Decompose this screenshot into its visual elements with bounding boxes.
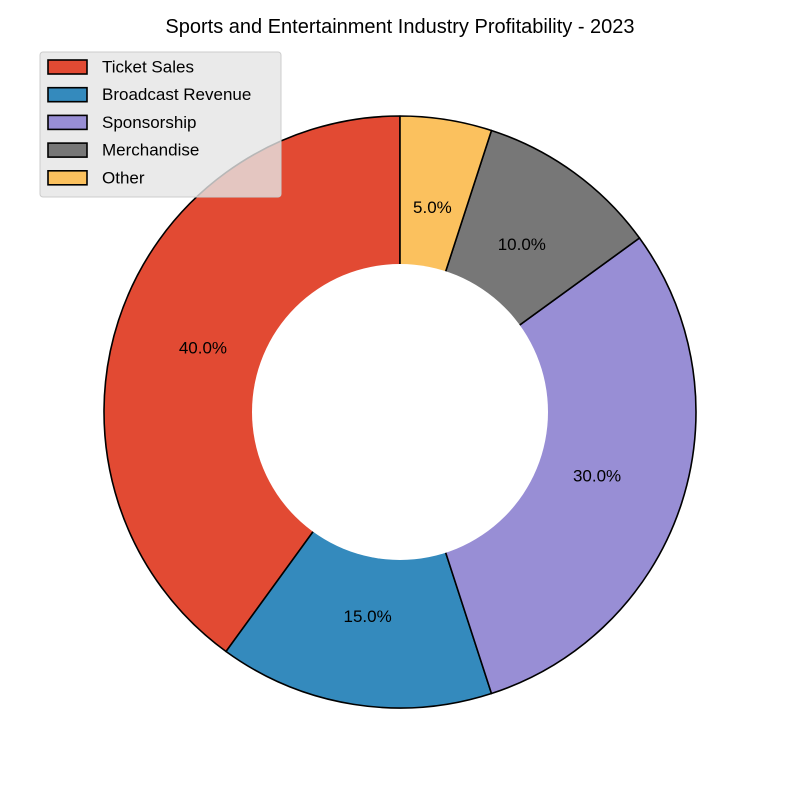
legend-swatch-sponsorship bbox=[47, 114, 88, 131]
slice-label-ticket-sales: 40.0% bbox=[179, 338, 227, 357]
legend-items: Ticket Sales Broadcast Revenue Sponsorship… bbox=[47, 58, 251, 187]
slice-broadcast-revenue bbox=[225, 411, 493, 709]
slices-layer bbox=[103, 115, 697, 709]
slice-label-broadcast-revenue: 15.0% bbox=[343, 607, 391, 626]
legend-label-other: Other bbox=[102, 168, 145, 187]
legend-item-broadcast-revenue: Broadcast Revenue bbox=[47, 85, 251, 104]
slice-ticket-sales bbox=[103, 115, 401, 653]
legend-label-broadcast-revenue: Broadcast Revenue bbox=[102, 85, 251, 104]
legend-swatch-merchandise bbox=[47, 142, 88, 158]
slice-sponsorship bbox=[399, 237, 697, 695]
legend-label-sponsorship: Sponsorship bbox=[102, 113, 197, 132]
legend-item-sponsorship: Sponsorship bbox=[47, 113, 197, 132]
legend-item-ticket-sales: Ticket Sales bbox=[47, 58, 194, 77]
donut-hole bbox=[252, 264, 548, 560]
slice-label-sponsorship: 30.0% bbox=[573, 467, 621, 486]
legend-label-ticket-sales: Ticket Sales bbox=[102, 58, 194, 77]
legend-item-merchandise: Merchandise bbox=[47, 141, 199, 160]
chart-title: Sports and Entertainment Industry Profit… bbox=[165, 16, 634, 38]
legend-background bbox=[39, 51, 282, 198]
legend: Ticket Sales Broadcast Revenue Sponsorship… bbox=[39, 51, 282, 198]
legend-label-merchandise: Merchandise bbox=[102, 141, 199, 160]
slice-labels-layer: 40.0% 15.0% 30.0% 10.0% 5.0% bbox=[179, 198, 621, 626]
slice-label-merchandise: 10.0% bbox=[498, 235, 546, 254]
legend-swatch-broadcast-revenue bbox=[47, 86, 88, 103]
legend-swatch-ticket-sales bbox=[47, 59, 88, 75]
slice-label-other: 5.0% bbox=[413, 198, 452, 217]
legend-item-other: Other bbox=[47, 168, 145, 187]
legend-swatch-other bbox=[47, 170, 88, 186]
